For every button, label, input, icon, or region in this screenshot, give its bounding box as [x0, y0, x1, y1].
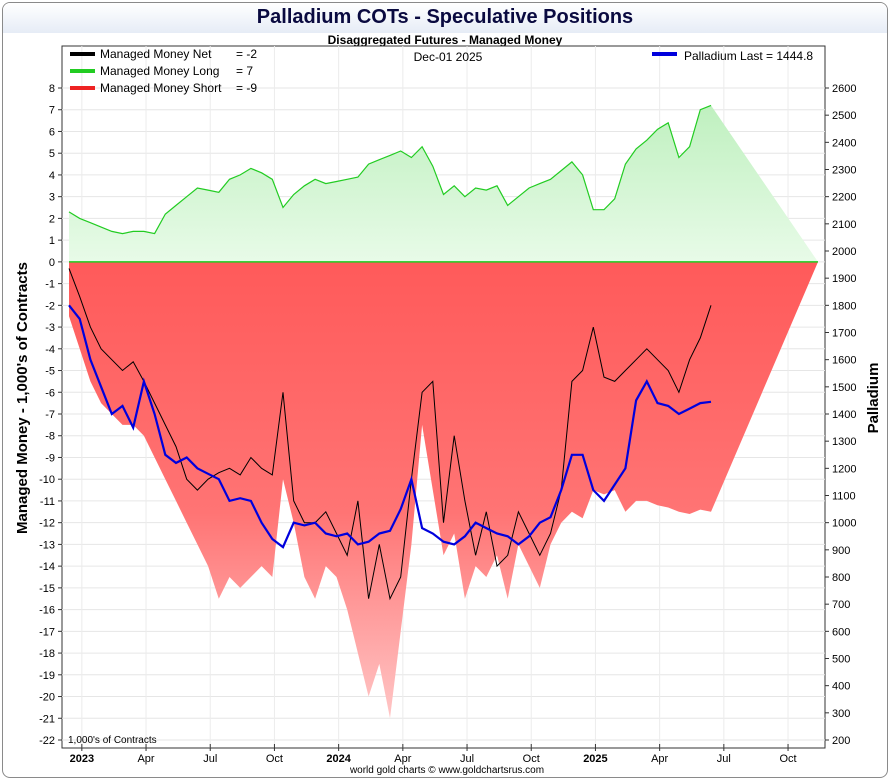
legend-label: Managed Money Long [100, 64, 219, 78]
right-tick-label: 1900 [832, 273, 856, 285]
right-tick-label: 200 [832, 735, 850, 747]
x-tick-label: Oct [779, 753, 796, 765]
x-tick-label: Apr [394, 753, 411, 765]
right-tick-label: 600 [832, 626, 850, 638]
price-line [68, 304, 712, 549]
title-bar: Palladium COTs - Speculative Positions [3, 3, 887, 33]
right-tick-label: 1400 [832, 409, 856, 421]
right-tick-label: 1300 [832, 436, 856, 448]
right-tick-label: 2500 [832, 110, 856, 122]
legend-label: Managed Money Net [100, 47, 212, 61]
right-tick-label: 1600 [832, 355, 856, 367]
left-tick-label: -17 [39, 626, 55, 638]
left-tick-label: 6 [49, 126, 55, 138]
x-axis: 2023 Apr Jul Oct 2024 Apr Jul Oct 2025 Apr Jul Oct [70, 744, 797, 765]
left-tick-label: 4 [49, 170, 55, 182]
legend: Managed Money Net = -2 Managed Money Long =… [70, 47, 813, 95]
right-tick-label: 2200 [832, 192, 856, 204]
right-tick-label: 1500 [832, 382, 856, 394]
left-tick-label: -13 [39, 539, 55, 551]
x-tick-label: Oct [266, 753, 283, 765]
right-tick-label: 1200 [832, 463, 856, 475]
right-tick-label: 2600 [832, 83, 856, 95]
right-tick-label: 1700 [832, 328, 856, 340]
lines [68, 104, 712, 601]
legend-value: = 7 [236, 64, 253, 78]
right-tick-label: 700 [832, 599, 850, 611]
right-axis: 2600 2500 2400 2300 2200 2100 2000 1900 1800 1700… [825, 83, 856, 747]
right-tick-label: 1800 [832, 300, 856, 312]
y-axis-label-left: Managed Money - 1,000's of Contracts [14, 262, 31, 534]
right-tick-label: 400 [832, 681, 850, 693]
x-tick-label: 2023 [70, 753, 94, 765]
right-tick-label: 2100 [832, 219, 856, 231]
left-axis: 8 7 6 5 4 3 2 1 0 -1 -2 -3 -4 -5 -6 -7 -8 -9 -10 -11 -12 -13 -… [39, 83, 62, 747]
left-tick-label: 3 [49, 192, 55, 204]
left-tick-label: -16 [39, 605, 55, 617]
right-tick-label: 500 [832, 654, 850, 666]
short-area [69, 261, 818, 719]
left-tick-label: 0 [49, 257, 55, 269]
legend-value: = -2 [236, 47, 257, 61]
page-subtitle: Disaggregated Futures - Managed Money [327, 33, 563, 47]
areas [69, 105, 818, 719]
page-title: Palladium COTs - Speculative Positions [256, 6, 634, 28]
x-tick-label: Oct [523, 753, 540, 765]
footer-credit: world gold charts © www.goldchartsrus.co… [349, 765, 545, 776]
left-tick-label: -22 [39, 735, 55, 747]
left-tick-label: -3 [45, 322, 55, 334]
right-tick-label: 1000 [832, 518, 856, 530]
x-tick-label: Apr [651, 753, 668, 765]
left-tick-label: -20 [39, 692, 55, 704]
left-tick-label: -12 [39, 518, 55, 530]
left-tick-label: 8 [49, 83, 55, 95]
left-tick-label: -4 [45, 344, 55, 356]
x-tick-label: 2024 [326, 753, 351, 765]
long-area [69, 105, 818, 262]
left-tick-label: 7 [49, 105, 55, 117]
right-tick-label: 800 [832, 572, 850, 584]
date-label: Dec-01 2025 [414, 50, 483, 64]
x-tick-label: Apr [137, 753, 154, 765]
right-tick-label: 2400 [832, 137, 856, 149]
left-tick-label: 5 [49, 148, 55, 160]
y-axis-label-right: Palladium [865, 363, 882, 434]
right-tick-label: 900 [832, 545, 850, 557]
x-tick-label: Jul [717, 753, 731, 765]
units-note: 1,000's of Contracts [68, 735, 157, 746]
long-line [68, 104, 712, 235]
left-tick-label: 1 [49, 235, 55, 247]
right-tick-label: 2000 [832, 246, 856, 258]
legend-value: = -9 [236, 81, 257, 95]
right-tick-label: 1100 [832, 491, 856, 503]
left-tick-label: -15 [39, 583, 55, 595]
legend-label: Managed Money Short [100, 81, 222, 95]
x-tick-label: 2025 [583, 753, 607, 765]
left-tick-label: -11 [40, 496, 55, 508]
left-tick-label: -7 [45, 409, 55, 421]
left-tick-label: -14 [39, 561, 55, 573]
net-line [68, 268, 712, 601]
right-tick-label: 2300 [832, 165, 856, 177]
x-tick-label: Jul [460, 753, 474, 765]
left-tick-label: -18 [39, 648, 55, 660]
left-tick-label: -9 [45, 452, 55, 464]
left-tick-label: -1 [45, 279, 55, 291]
left-tick-label: 2 [49, 213, 55, 225]
left-tick-label: -5 [45, 366, 55, 378]
left-tick-label: -21 [39, 713, 55, 725]
right-tick-label: 300 [832, 708, 850, 720]
left-tick-label: -2 [45, 300, 55, 312]
left-tick-label: -19 [39, 670, 55, 682]
x-tick-label: Jul [203, 753, 217, 765]
left-tick-label: -6 [45, 387, 55, 399]
left-tick-label: -8 [45, 431, 55, 443]
left-tick-label: -10 [39, 474, 55, 486]
legend-label: Palladium Last = 1444.8 [684, 49, 813, 63]
